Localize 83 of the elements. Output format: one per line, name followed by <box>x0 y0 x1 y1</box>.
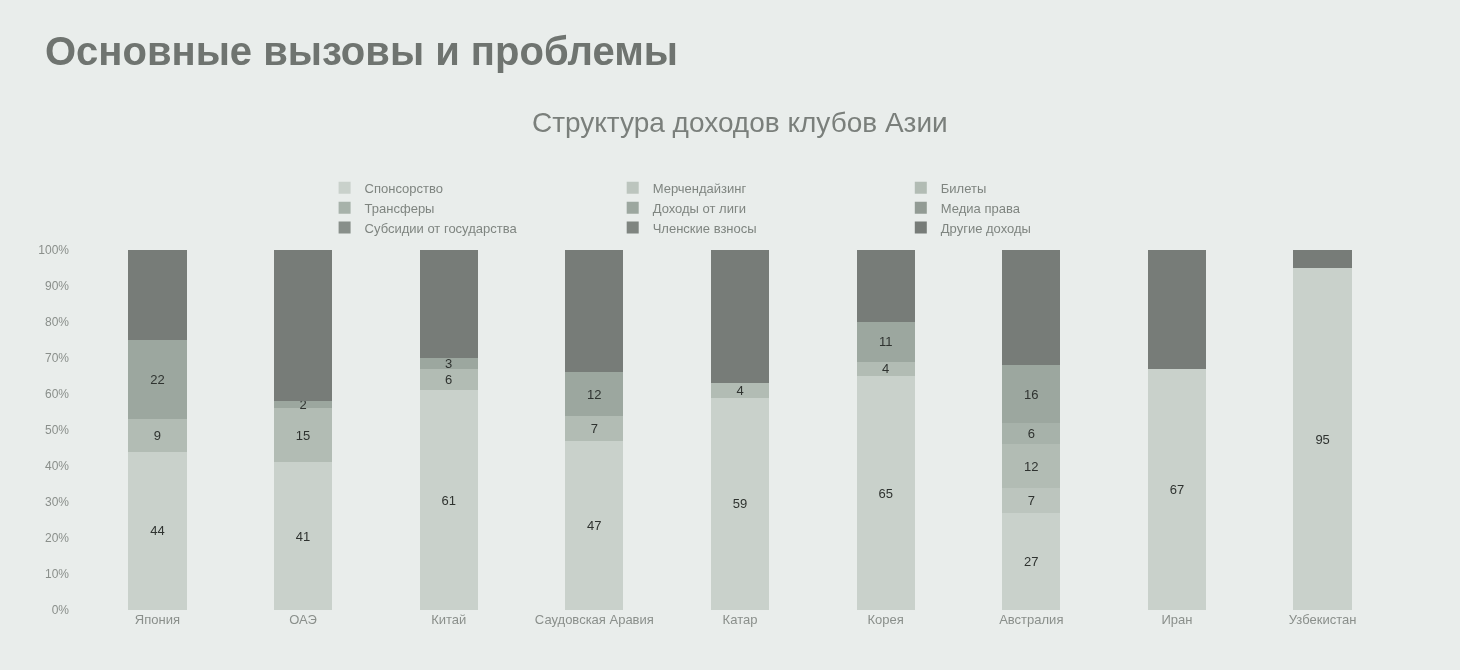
bar <box>273 250 333 402</box>
bar <box>1002 250 1061 366</box>
bar <box>856 322 915 362</box>
data-label: 3 <box>445 355 453 371</box>
y-tick-label: 60% <box>44 387 70 402</box>
bar <box>710 383 770 398</box>
y-tick-label: 50% <box>44 423 70 438</box>
data-label: 59 <box>732 496 748 512</box>
y-tick-label: 90% <box>44 279 70 294</box>
bar <box>419 358 478 369</box>
y-tick-label: 30% <box>44 495 70 510</box>
data-label: 65 <box>878 485 893 501</box>
bar <box>1002 512 1061 610</box>
bar <box>856 361 915 376</box>
bar <box>1147 250 1207 369</box>
y-tick-label: 70% <box>44 351 70 366</box>
bar <box>273 462 333 610</box>
legend-label: Доходы от лиги <box>652 200 746 216</box>
x-tick-label: ОАЭ <box>289 612 317 627</box>
bar <box>419 368 478 391</box>
x-tick-label: Саудовская Аравия <box>534 612 654 627</box>
bar <box>856 376 915 610</box>
y-tick-label: 0% <box>51 603 70 618</box>
y-tick-label: 40% <box>44 459 70 474</box>
legend-label: Другие доходы <box>940 220 1031 236</box>
bar <box>565 415 624 441</box>
x-tick-label: Катар <box>722 612 758 627</box>
bar <box>856 250 915 322</box>
data-label: 12 <box>587 386 602 402</box>
x-tick-label: Иран <box>1161 612 1193 627</box>
data-label: 12 <box>1024 458 1039 474</box>
legend-label: Субсидии от государства <box>364 220 518 236</box>
y-tick-label: 20% <box>44 531 70 546</box>
data-label: 7 <box>590 420 598 436</box>
legend-label: Членские взносы <box>652 220 757 236</box>
data-label: 7 <box>1027 492 1035 508</box>
data-label: 27 <box>1024 553 1039 569</box>
bar <box>128 419 187 452</box>
x-tick-label: Австралия <box>999 612 1064 627</box>
data-label: 6 <box>445 372 453 388</box>
chart-title: Основные вызовы и проблемы <box>45 29 678 73</box>
data-label: 4 <box>882 361 890 377</box>
x-tick-label: Китай <box>431 612 467 627</box>
data-label: 4 <box>736 382 744 398</box>
data-label: 9 <box>153 427 162 443</box>
bar <box>419 250 478 358</box>
data-label: 67 <box>1169 481 1185 497</box>
data-label: 61 <box>441 492 456 508</box>
bar <box>710 250 770 384</box>
bar <box>128 250 187 340</box>
bar <box>710 397 770 610</box>
bar <box>419 390 478 610</box>
legend-label: Медиа права <box>940 200 1021 216</box>
data-label: 41 <box>295 528 311 544</box>
bar <box>1147 368 1207 610</box>
y-tick-label: 10% <box>44 567 70 582</box>
bar <box>273 401 333 409</box>
bar <box>128 340 187 420</box>
bar <box>565 372 624 416</box>
bar <box>565 440 624 610</box>
data-label: 95 <box>1315 431 1330 447</box>
x-tick-label: Корея <box>867 612 904 627</box>
legend-label: Билеты <box>940 180 987 196</box>
data-label: 11 <box>878 334 893 350</box>
bar <box>128 451 187 610</box>
chart-subtitle: Структура доходов клубов Азии <box>532 107 948 138</box>
bar <box>1293 250 1352 268</box>
y-tick-label: 80% <box>44 315 70 330</box>
data-label: 15 <box>295 427 311 443</box>
bar <box>273 408 333 463</box>
y-tick-label: 100% <box>38 243 70 258</box>
data-label: 6 <box>1027 426 1035 442</box>
data-label: 22 <box>150 372 165 388</box>
data-label: 44 <box>150 523 165 539</box>
bar <box>565 250 624 373</box>
legend-label: Трансферы <box>364 200 435 216</box>
x-tick-label: Узбекистан <box>1288 612 1357 627</box>
data-label: 47 <box>587 517 602 533</box>
legend-label: Мерчендайзинг <box>652 180 747 196</box>
data-label: 16 <box>1024 386 1039 402</box>
legend-label: Спонсорство <box>364 180 443 196</box>
x-tick-label: Япония <box>134 612 180 627</box>
bar <box>1293 268 1352 610</box>
